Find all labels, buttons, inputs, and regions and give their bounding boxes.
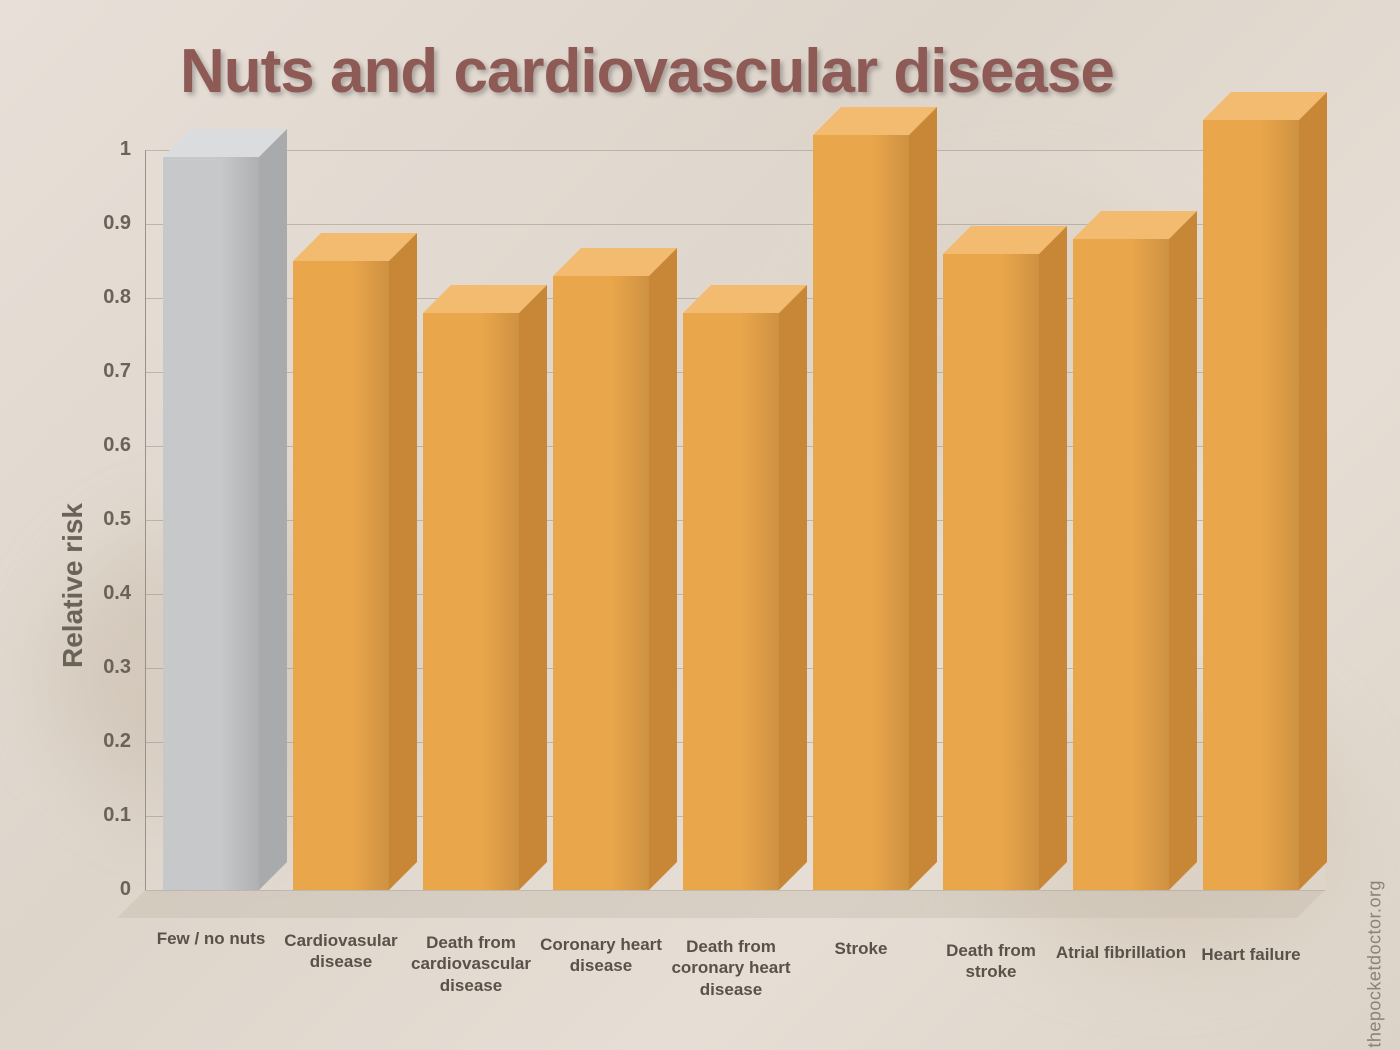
- y-axis-line: [145, 150, 146, 890]
- ytick-label: 0.4: [83, 582, 131, 605]
- x-axis-label: Heart failure: [1185, 944, 1317, 965]
- ytick-label: 0: [83, 878, 131, 901]
- bar-front: [1203, 120, 1299, 890]
- x-axis-label: Few / no nuts: [145, 928, 277, 949]
- ytick-label: 0.9: [83, 212, 131, 235]
- bar-side: [1039, 226, 1067, 890]
- bar-8: [1203, 120, 1299, 890]
- bar-side: [389, 233, 417, 890]
- ytick-label: 0.3: [83, 656, 131, 679]
- y-axis-label: Relative risk: [57, 503, 89, 668]
- ytick-label: 0.1: [83, 804, 131, 827]
- bar-side: [1299, 92, 1327, 890]
- bar-front: [813, 135, 909, 890]
- bar-side: [519, 285, 547, 890]
- ytick-label: 0.7: [83, 360, 131, 383]
- x-axis-label: Coronary heart disease: [535, 934, 667, 977]
- x-axis-label: Death from cardiovascular disease: [405, 932, 537, 996]
- bar-front: [163, 157, 259, 890]
- x-axis-label: Cardiovasular disease: [275, 930, 407, 973]
- ytick-label: 0.5: [83, 508, 131, 531]
- bar-side: [779, 285, 807, 890]
- bar-1: [293, 261, 389, 890]
- plot-area: [145, 150, 1325, 890]
- ytick-label: 0.6: [83, 434, 131, 457]
- bar-front: [1073, 239, 1169, 890]
- bar-side: [1169, 211, 1197, 890]
- bar-front: [683, 313, 779, 890]
- chart-title: Nuts and cardiovascular disease: [180, 36, 1114, 107]
- bar-front: [553, 276, 649, 890]
- credit-text: © Ben Jones | thepocketdoctor.org: [1365, 880, 1386, 1050]
- x-axis-label: Death from stroke: [925, 940, 1057, 983]
- bar-7: [1073, 239, 1169, 890]
- bar-side: [259, 129, 287, 890]
- ytick-label: 0.8: [83, 286, 131, 309]
- bar-4: [683, 313, 779, 890]
- x-axis-label: Death from coronary heart disease: [665, 936, 797, 1000]
- plot-floor: [117, 890, 1325, 918]
- bar-3: [553, 276, 649, 890]
- bar-5: [813, 135, 909, 890]
- bar-front: [293, 261, 389, 890]
- gridline: [145, 150, 1325, 151]
- x-axis-label: Atrial fibrillation: [1055, 942, 1187, 963]
- bar-side: [649, 248, 677, 890]
- chart-container: Nuts and cardiovascular disease © Ben Jon…: [0, 0, 1400, 1050]
- ytick-label: 0.2: [83, 730, 131, 753]
- bar-side: [909, 107, 937, 890]
- ytick-label: 1: [83, 138, 131, 161]
- x-axis-label: Stroke: [795, 938, 927, 959]
- bar-front: [423, 313, 519, 890]
- bar-2: [423, 313, 519, 890]
- bar-6: [943, 254, 1039, 890]
- bar-0: [163, 157, 259, 890]
- bar-front: [943, 254, 1039, 890]
